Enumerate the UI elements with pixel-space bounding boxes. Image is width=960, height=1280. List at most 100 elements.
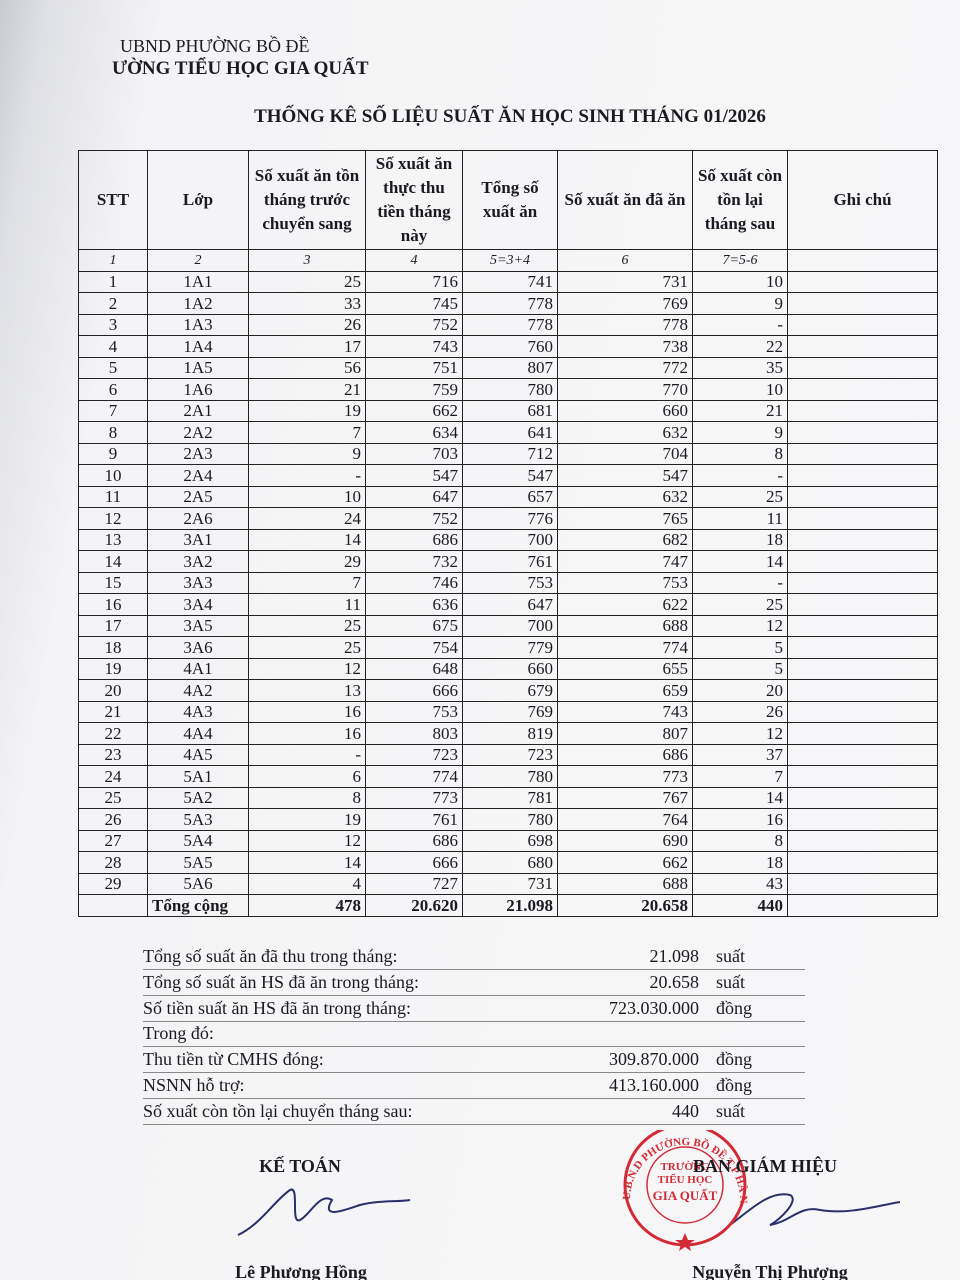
stamp-inner: TIỂU HỌC xyxy=(658,1173,713,1186)
cell: 688 xyxy=(557,872,693,895)
cell: 647 xyxy=(365,485,463,508)
table-row: 15 3A3 7 746 753 753- xyxy=(78,571,938,594)
cell: 27 xyxy=(78,829,148,852)
cell: 13 xyxy=(248,679,366,702)
note-cell xyxy=(787,485,938,508)
cell: 9 xyxy=(248,442,366,465)
cell: 28 xyxy=(78,851,148,874)
cell: 4A2 xyxy=(147,679,249,702)
cell: 723 xyxy=(365,743,463,766)
table-row: 6 1A6 21 759 780 770 10 xyxy=(78,378,938,401)
cell: 770 xyxy=(557,378,693,401)
table-row: 20 4A2 13 666 679 659 20 xyxy=(78,679,938,702)
cell: 17 xyxy=(78,614,148,637)
cell: 19 xyxy=(248,808,366,831)
summary-label: Trong đó: xyxy=(143,1023,214,1044)
cell: 716 xyxy=(365,270,463,293)
cell: 1A6 xyxy=(147,378,249,401)
cell: 8 xyxy=(692,442,788,465)
empty-cell xyxy=(787,249,938,272)
cell: - xyxy=(692,313,788,336)
note-cell xyxy=(787,270,938,293)
cell: 655 xyxy=(557,657,693,680)
cell: 636 xyxy=(365,593,463,616)
empty-cell xyxy=(787,894,938,917)
cell: 712 xyxy=(462,442,558,465)
signature-area: U.B.N.D PHƯỜNG BỒ ĐỀ T.P HÀ NỘI TRƯỜNG T… xyxy=(0,1130,901,1251)
table-row: 1 1A1 25 716 741 731 10 xyxy=(78,270,938,293)
summary-value: 413.160.000 xyxy=(609,1075,699,1095)
cell: 700 xyxy=(462,528,558,551)
cell: - xyxy=(248,464,366,487)
note-cell xyxy=(787,657,938,680)
cell: 18 xyxy=(692,851,788,874)
table-row: 23 4A5-723 723 686 37 xyxy=(78,743,938,766)
cell: 12 xyxy=(78,507,148,530)
note-cell xyxy=(787,636,938,659)
summary-label: Thu tiền từ CMHS đóng: xyxy=(143,1049,324,1070)
cell: 681 xyxy=(462,399,558,422)
summary-value: 20.658 xyxy=(649,971,700,992)
cell: 547 xyxy=(365,464,463,487)
signature-name: Nguyễn Thị Phượng xyxy=(692,1262,848,1280)
cell: 10 xyxy=(248,485,366,508)
cell: 632 xyxy=(557,421,693,444)
cell: 21 xyxy=(248,378,366,401)
summary-unit: đồng xyxy=(716,1075,752,1095)
cell: 547 xyxy=(557,464,693,487)
cell: 10 xyxy=(692,270,788,293)
cell: 8 xyxy=(692,829,788,852)
note-cell xyxy=(787,550,938,573)
note-cell xyxy=(787,313,938,336)
cell: 688 xyxy=(557,614,693,637)
note-cell xyxy=(787,743,938,766)
cell: 753 xyxy=(365,700,463,723)
table-row: 14 3A2 29 732 761 747 14 xyxy=(78,550,938,573)
cell: - xyxy=(692,571,788,594)
cell: 3A4 xyxy=(147,593,249,616)
rule xyxy=(143,1020,805,1022)
cell: 659 xyxy=(557,679,693,702)
rule xyxy=(143,1046,805,1048)
stamp: U.B.N.D PHƯỜNG BỒ ĐỀ T.P HÀ NỘI TRƯỜNG T… xyxy=(0,1130,749,1251)
note-cell xyxy=(787,335,938,358)
cell: 2A3 xyxy=(147,442,249,465)
table-row: 8 2A2 7 634 641 632 9 xyxy=(78,421,938,444)
cell: 731 xyxy=(462,872,558,895)
summary-value: 723.030.000 xyxy=(609,997,699,1018)
cell: 3 xyxy=(78,313,148,336)
note-cell xyxy=(787,614,938,637)
cell: 641 xyxy=(462,421,558,444)
signature-title: BAN GIÁM HIỆU xyxy=(692,1156,837,1176)
cell: 686 xyxy=(557,743,693,766)
cell: 14 xyxy=(692,786,788,809)
cell: 5A6 xyxy=(147,872,249,895)
cell: 745 xyxy=(365,292,463,315)
cell: 686 xyxy=(365,528,463,551)
cell: 26 xyxy=(692,700,788,723)
signature-title: KẾ TOÁN xyxy=(259,1156,341,1176)
column-header: Lớp xyxy=(147,150,249,250)
table-row: 11 2A5 10 647 657 632 25 xyxy=(78,485,938,508)
cell: 16 xyxy=(248,722,366,745)
cell: 3A3 xyxy=(147,571,249,594)
cell: 732 xyxy=(365,550,463,573)
summary-unit: suất xyxy=(716,971,745,992)
cell: 666 xyxy=(365,679,463,702)
cell: 2A2 xyxy=(147,421,249,444)
note-cell xyxy=(787,593,938,616)
cell: 4 xyxy=(78,335,148,358)
cell: 6 xyxy=(78,378,148,401)
cell: 20 xyxy=(78,679,148,702)
cell: 5 xyxy=(78,356,148,379)
cell: 29 xyxy=(78,872,148,895)
cell: 5A2 xyxy=(147,786,249,809)
cell: 704 xyxy=(557,442,693,465)
cell: 16 xyxy=(248,700,366,723)
note-cell xyxy=(787,829,938,852)
table-row: 7 2A1 19 662 681 660 21 xyxy=(78,399,938,422)
table-row: 28 5A5 14 666 680 662 18 xyxy=(78,851,938,874)
cell: 753 xyxy=(462,571,558,594)
cell: 774 xyxy=(557,636,693,659)
